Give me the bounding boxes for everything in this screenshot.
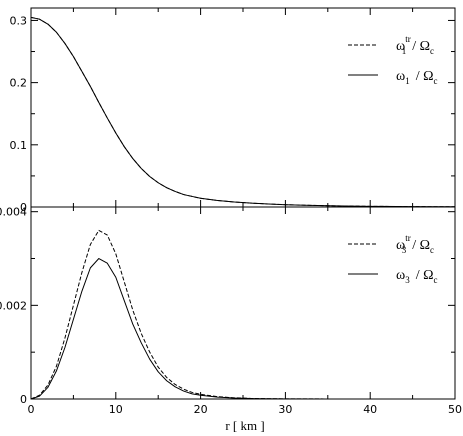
x-tick-label: 20 bbox=[194, 403, 208, 416]
y-tick-label: 0 bbox=[20, 393, 27, 406]
legend-rhs: / Ω bbox=[412, 238, 430, 253]
y-tick-label: 0.1 bbox=[10, 139, 28, 152]
x-tick-label: 50 bbox=[448, 403, 462, 416]
legend-rhs-subscript: c bbox=[434, 76, 438, 86]
legend-label: ω1 / Ωc bbox=[396, 69, 438, 86]
legend-superscript: tr bbox=[405, 34, 411, 44]
x-tick-label: 30 bbox=[278, 403, 292, 416]
series-line-solid bbox=[30, 258, 455, 400]
legend-rhs-subscript: c bbox=[430, 245, 434, 255]
legend-symbol: ω bbox=[396, 69, 405, 84]
series-line-dashed bbox=[30, 16, 456, 208]
legend-symbol: ω bbox=[396, 268, 405, 283]
legend-subscript: 1 bbox=[402, 46, 407, 56]
legend-symbol: ω bbox=[396, 238, 405, 253]
series-line-dashed bbox=[30, 229, 455, 400]
legend-superscript: tr bbox=[405, 233, 411, 243]
y-tick-label: 0 bbox=[20, 201, 27, 214]
legend-subscript: 3 bbox=[402, 245, 407, 255]
y-tick-label: 0.002 bbox=[0, 299, 27, 312]
legend-symbol: ω bbox=[396, 39, 405, 54]
legend-label: ω3 / Ωc bbox=[396, 268, 438, 285]
y-tick-label: 0.2 bbox=[10, 77, 28, 90]
legend-rhs-subscript: c bbox=[430, 46, 434, 56]
legend-subscript: 3 bbox=[405, 275, 410, 285]
x-tick-label: 0 bbox=[28, 403, 35, 416]
legend-rhs-subscript: c bbox=[434, 275, 438, 285]
plot-frame bbox=[30, 206, 456, 400]
legend-rhs: / Ω bbox=[416, 268, 434, 283]
x-tick-label: 40 bbox=[363, 403, 377, 416]
legend-label: ωtr 1 / Ωc bbox=[396, 34, 434, 56]
x-axis-label: r [ km ] bbox=[225, 418, 264, 433]
x-tick-label: 10 bbox=[109, 403, 123, 416]
plot-frame bbox=[30, 7, 456, 208]
series-line-solid bbox=[30, 16, 456, 208]
legend-label: ωtr 3 / Ωc bbox=[396, 233, 434, 255]
legend-subscript: 1 bbox=[405, 76, 410, 86]
y-tick-label: 0.3 bbox=[10, 14, 28, 27]
y-tick-label: 0.004 bbox=[0, 206, 27, 219]
legend-rhs: / Ω bbox=[412, 39, 430, 54]
legend-rhs: / Ω bbox=[416, 69, 434, 84]
